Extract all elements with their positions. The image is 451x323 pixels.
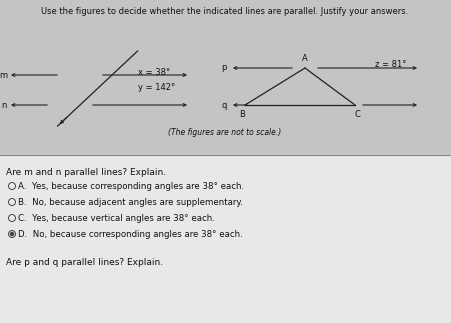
Text: Use the figures to decide whether the indicated lines are parallel. Justify your: Use the figures to decide whether the in… [41, 7, 409, 16]
Text: C: C [354, 110, 360, 119]
Text: z = 81°: z = 81° [375, 60, 406, 69]
Text: A: A [302, 54, 308, 63]
Text: (The figures are not to scale.): (The figures are not to scale.) [168, 128, 281, 137]
Text: Are p and q parallel lines? Explain.: Are p and q parallel lines? Explain. [6, 258, 163, 267]
Bar [0, 155, 451, 323]
Bar [0, 0, 451, 155]
Text: Are m and n parallel lines? Explain.: Are m and n parallel lines? Explain. [6, 168, 166, 177]
Text: p: p [221, 64, 227, 72]
Circle shape [10, 232, 14, 236]
Text: A.  Yes, because corresponding angles are 38° each.: A. Yes, because corresponding angles are… [18, 182, 244, 191]
Text: x = 38°: x = 38° [138, 68, 170, 77]
Text: B.  No, because adjacent angles are supplementary.: B. No, because adjacent angles are suppl… [18, 198, 243, 207]
Text: n: n [2, 100, 7, 109]
Text: D.  No, because corresponding angles are 38° each.: D. No, because corresponding angles are … [18, 230, 243, 239]
Text: q: q [221, 100, 227, 109]
Text: C.  Yes, because vertical angles are 38° each.: C. Yes, because vertical angles are 38° … [18, 214, 215, 223]
Text: m: m [0, 70, 7, 79]
Text: B: B [239, 110, 245, 119]
Text: y = 142°: y = 142° [138, 83, 175, 92]
